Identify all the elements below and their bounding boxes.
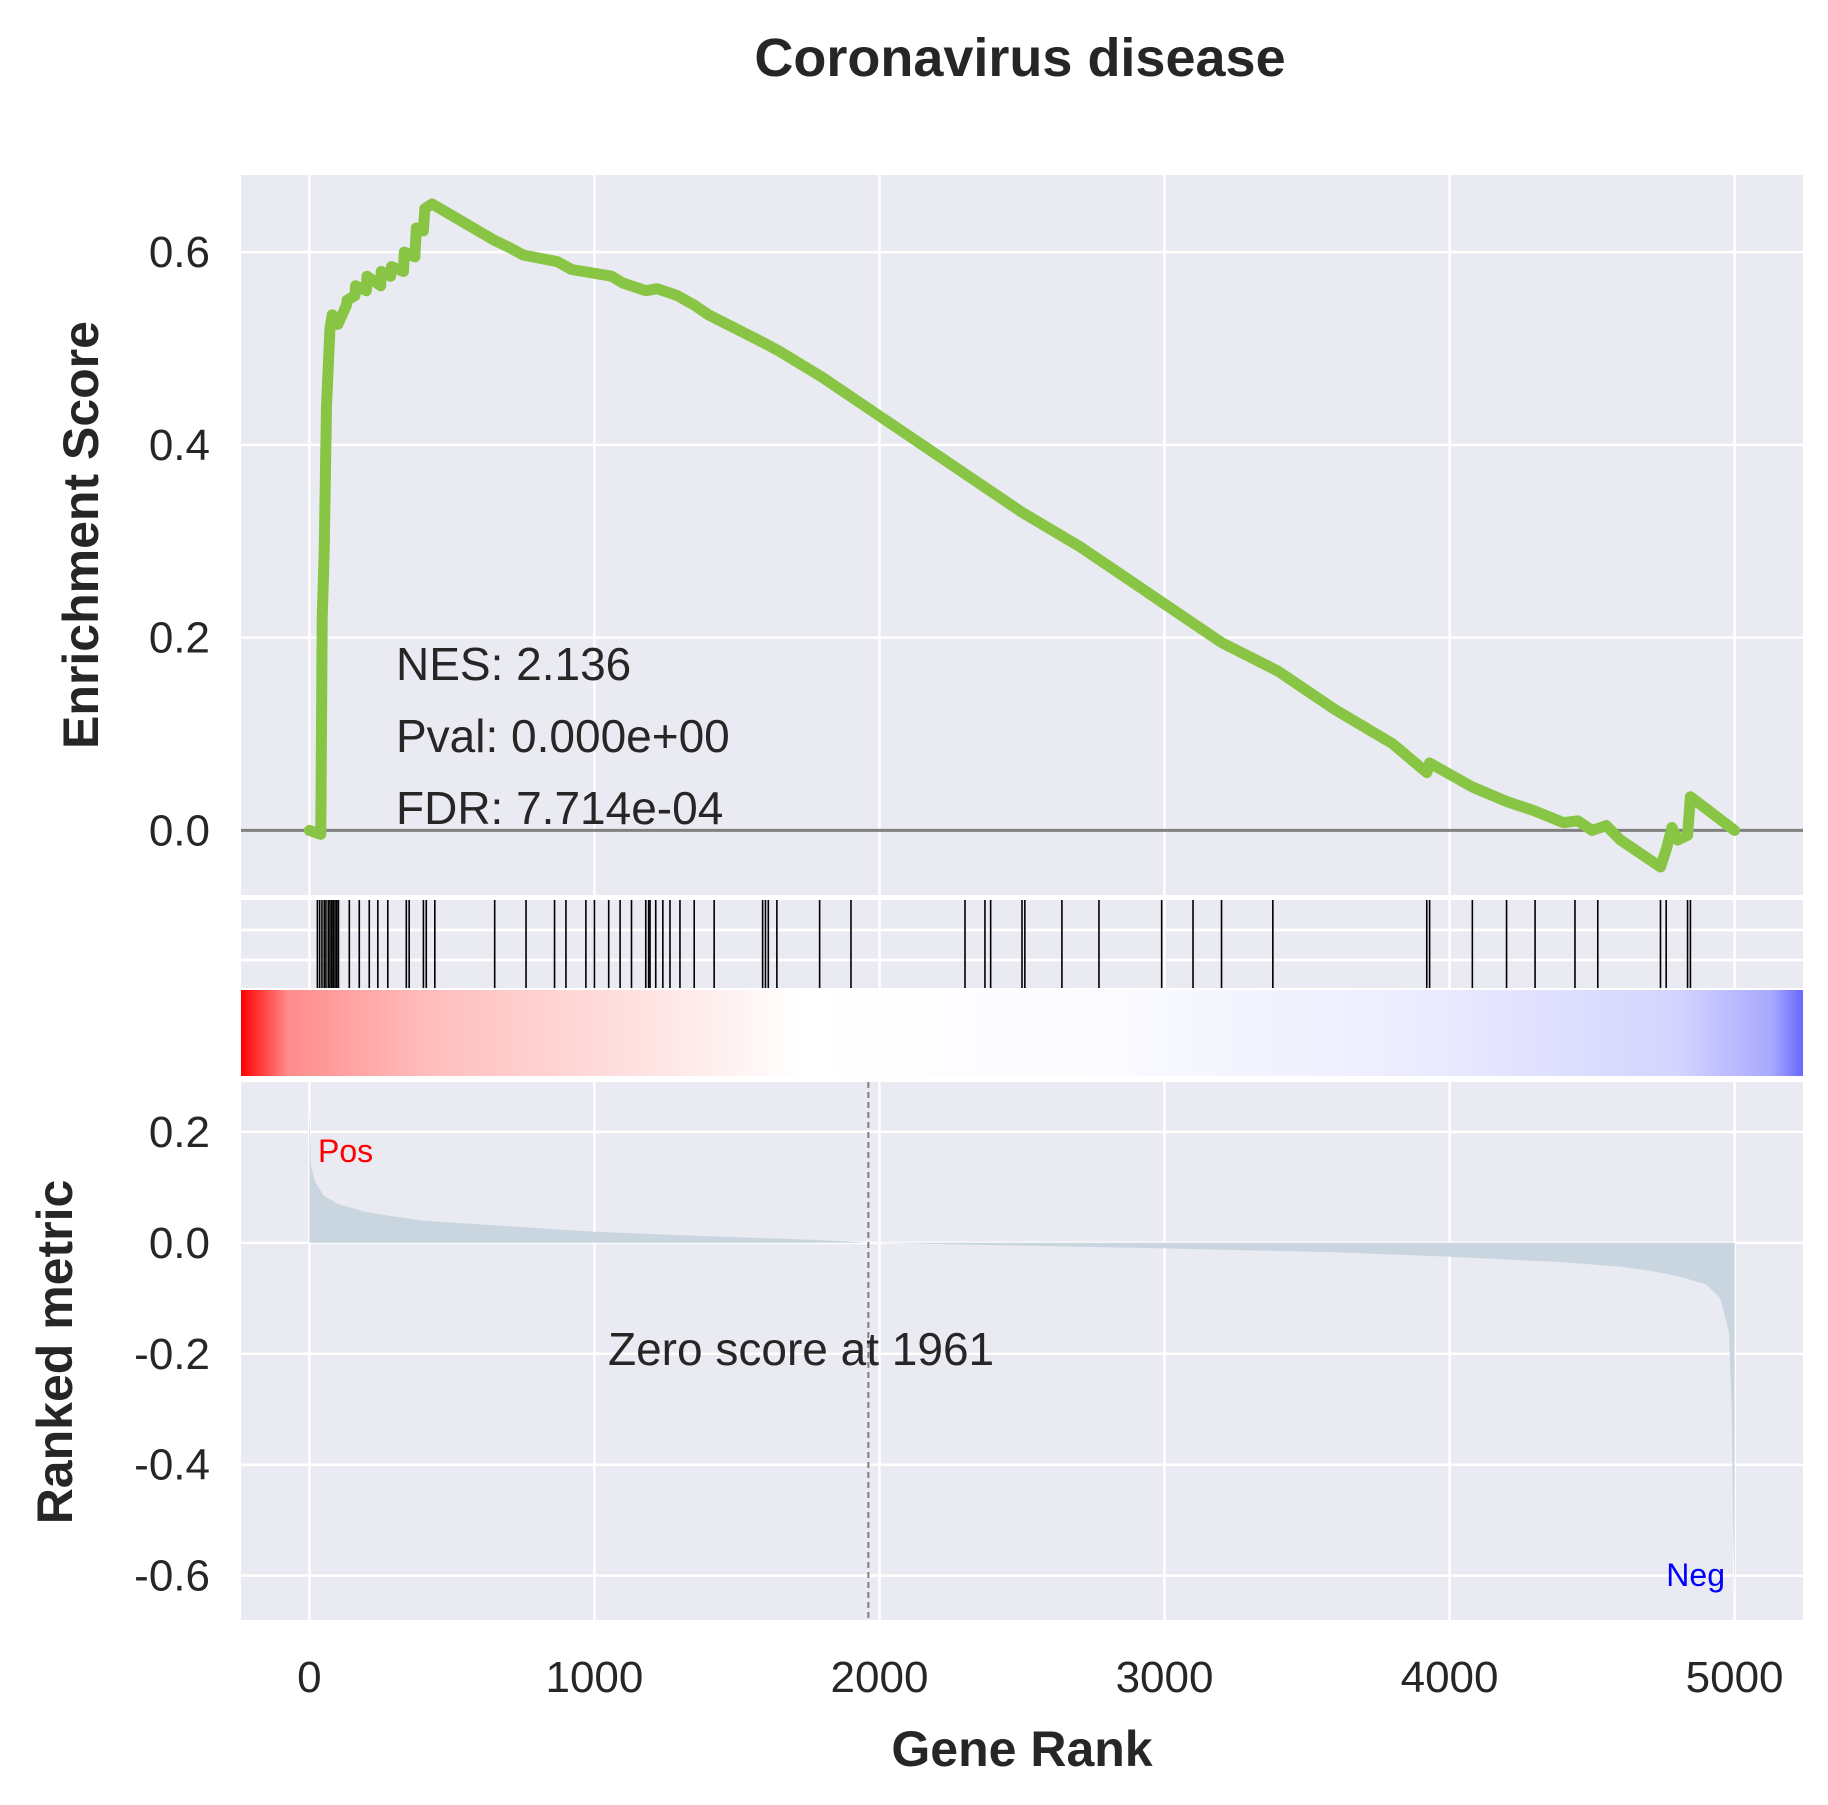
zero-score-note: Zero score at 1961 bbox=[608, 1323, 994, 1375]
y-tick-label: 0.2 bbox=[149, 1108, 210, 1157]
ranked-metric-y-ticks: 0.2 0.0 -0.2 -0.4 -0.6 bbox=[134, 1108, 210, 1601]
enrichment-score-line bbox=[303, 198, 1741, 873]
pos-label: Pos bbox=[318, 1133, 373, 1169]
hit-marks bbox=[316, 900, 1692, 988]
y-tick-label: 0.0 bbox=[149, 1219, 210, 1268]
ranked-metric-y-label: Ranked metric bbox=[27, 1180, 83, 1525]
enrichment-background bbox=[241, 175, 1803, 895]
neg-label: Neg bbox=[1666, 1557, 1725, 1593]
y-tick-label: -0.6 bbox=[134, 1552, 210, 1601]
y-tick-label: 0.4 bbox=[149, 421, 210, 470]
rank-color-bar bbox=[241, 990, 1803, 1076]
x-tick-label: 0 bbox=[297, 1653, 321, 1702]
nes-stat: NES: 2.136 bbox=[396, 638, 631, 690]
y-tick-label: 0.0 bbox=[149, 806, 210, 855]
fdr-stat: FDR: 7.714e-04 bbox=[396, 782, 723, 834]
x-ticks: 0 1000 2000 3000 4000 5000 bbox=[297, 1653, 1783, 1702]
x-axis-label: Gene Rank bbox=[891, 1721, 1152, 1777]
enrichment-y-label: Enrichment Score bbox=[53, 321, 109, 749]
x-tick-label: 5000 bbox=[1686, 1653, 1784, 1702]
x-tick-label: 3000 bbox=[1116, 1653, 1214, 1702]
enrichment-panel: 0.00.20.40.6 NES: 2.136 Pval: 0.000e+00 … bbox=[53, 175, 1803, 895]
y-tick-label: -0.2 bbox=[134, 1330, 210, 1379]
y-tick-label: 0.6 bbox=[149, 228, 210, 277]
ranked-metric-grid bbox=[241, 1082, 1803, 1620]
hits-panel bbox=[241, 900, 1803, 988]
pval-stat: Pval: 0.000e+00 bbox=[396, 710, 730, 762]
x-tick-label: 4000 bbox=[1401, 1653, 1499, 1702]
x-tick-label: 1000 bbox=[545, 1653, 643, 1702]
ranked-metric-background bbox=[241, 1082, 1803, 1620]
y-tick-label: -0.4 bbox=[134, 1441, 210, 1490]
x-tick-label: 2000 bbox=[831, 1653, 929, 1702]
ranked-metric-panel: Zero score at 1961 Pos Neg 0.2 0.0 -0.2 -0.… bbox=[27, 1082, 1803, 1777]
enrichment-y-ticks: 0.0 0.2 0.4 0.6 bbox=[149, 228, 210, 855]
chart-title: Coronavirus disease bbox=[754, 28, 1285, 88]
y-tick-label: 0.2 bbox=[149, 614, 210, 663]
